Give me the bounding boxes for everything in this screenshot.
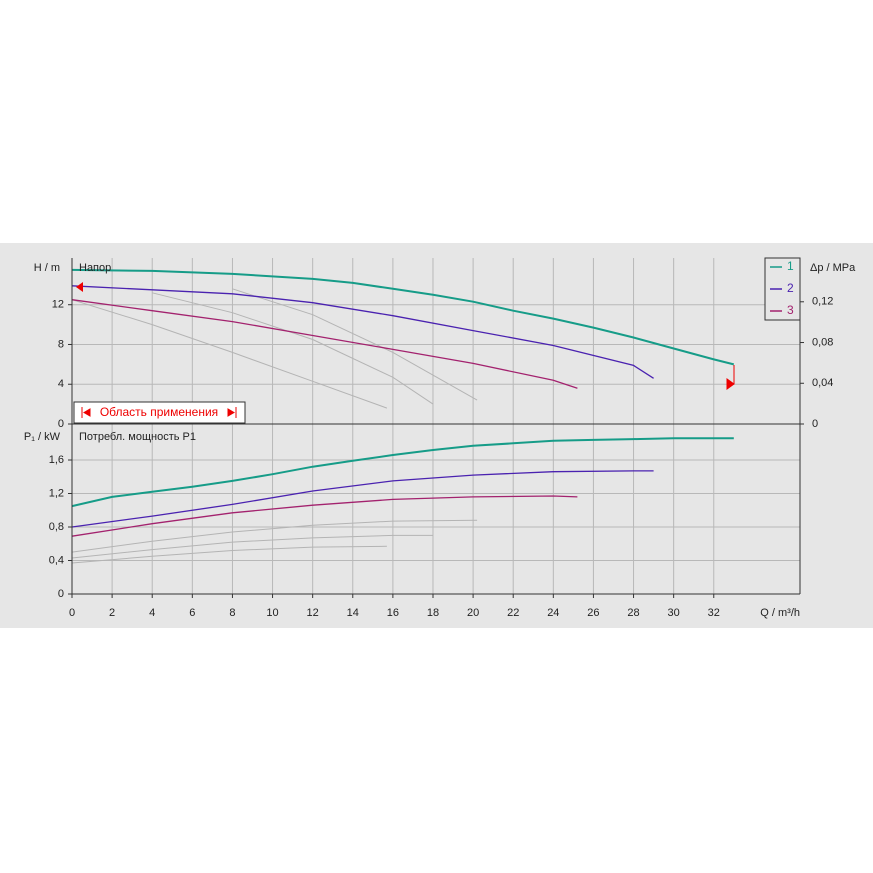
x-axis-label: Q / m³/h (760, 607, 800, 619)
range-label: Область применения (100, 405, 218, 419)
range-marker-left (76, 282, 83, 292)
curve (71, 437, 734, 508)
annotation: Потребл. мощность P1 (79, 431, 196, 443)
panel (0, 243, 873, 628)
legend-label: 1 (787, 259, 794, 273)
y2-axis-label: Δp / MPa (810, 262, 856, 274)
x-tick-label: 6 (189, 607, 195, 619)
y-tick-label: 1,6 (49, 454, 64, 466)
curves (71, 268, 735, 564)
curve (71, 534, 433, 559)
y-tick-label: 8 (58, 338, 64, 350)
curve (71, 495, 578, 537)
x-tick-label: 20 (467, 607, 479, 619)
x-tick-label: 22 (507, 607, 519, 619)
curve (71, 299, 388, 409)
y2-tick-label: 0,08 (812, 336, 833, 348)
curve (71, 299, 578, 389)
y2-tick-label: 0,12 (812, 296, 833, 308)
legend-items: 1 2 3 (770, 259, 794, 317)
x-tick-label: 2 (109, 607, 115, 619)
grid (72, 258, 800, 594)
y-tick-label: 12 (52, 299, 64, 311)
curve (71, 519, 478, 553)
y-tick-label: 1,2 (49, 487, 64, 499)
legend-label: 3 (787, 303, 794, 317)
y2-tick-label: 0,04 (812, 377, 833, 389)
x-tick-label: 10 (266, 607, 278, 619)
curve (71, 268, 735, 366)
range-arrows (81, 407, 237, 418)
x-tick-label: 12 (307, 607, 319, 619)
curve (152, 292, 434, 405)
y-axis-label: P₁ / kW (24, 431, 61, 443)
curve (232, 288, 478, 401)
curve (71, 470, 654, 528)
x-tick-label: 30 (668, 607, 680, 619)
x-tick-label: 18 (427, 607, 439, 619)
x-tick-label: 8 (229, 607, 235, 619)
x-tick-label: 28 (627, 607, 639, 619)
range-marker-right (726, 365, 735, 390)
legend-label: 2 (787, 281, 794, 295)
y-tick-label: 0 (58, 418, 64, 430)
y-tick-label: 0 (58, 588, 64, 600)
x-tick-label: 14 (347, 607, 359, 619)
x-tick-label: 4 (149, 607, 155, 619)
y-axis-label: H / m (34, 262, 60, 274)
y-tick-label: 0,4 (49, 554, 64, 566)
x-tick-label: 32 (708, 607, 720, 619)
y-tick-label: 4 (58, 378, 64, 390)
x-tick-label: 0 (69, 607, 75, 619)
curve (71, 285, 654, 379)
x-tick-label: 24 (547, 607, 559, 619)
range-box (73, 401, 246, 424)
x-tick-label: 26 (587, 607, 599, 619)
x-tick-label: 16 (387, 607, 399, 619)
curve (71, 545, 387, 564)
annotation: Напор (79, 262, 111, 274)
y2-tick-label: 0 (812, 418, 818, 430)
y-tick-label: 0,8 (49, 521, 64, 533)
